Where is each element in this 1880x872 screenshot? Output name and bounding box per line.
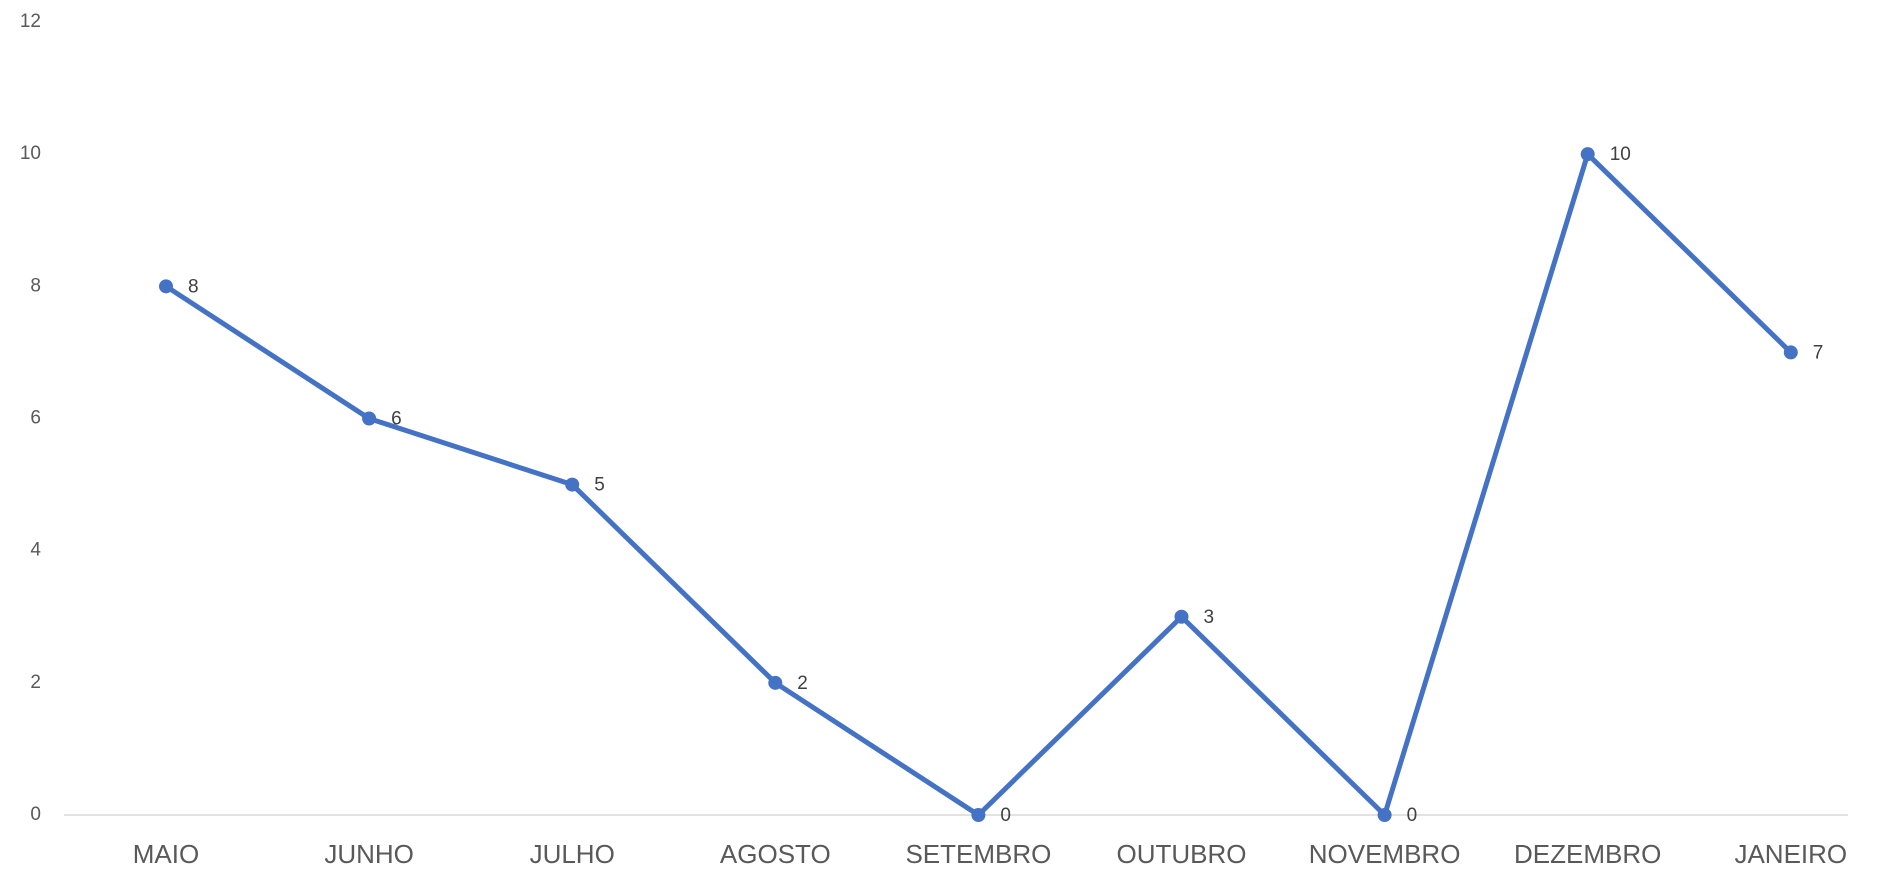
series-line <box>164 151 1793 818</box>
data-label: 5 <box>594 475 605 496</box>
y-tick-label: 2 <box>30 672 41 693</box>
x-tick-label: SETEMBRO <box>905 839 1051 869</box>
data-label: 0 <box>1000 805 1011 826</box>
data-point <box>159 279 173 294</box>
y-tick-label: 10 <box>20 143 41 164</box>
data-point <box>971 808 986 822</box>
data-point <box>1580 147 1595 162</box>
x-tick-label: JULHO <box>530 839 615 869</box>
x-tick-label: DEZEMBRO <box>1514 839 1661 869</box>
x-tick-label: MAIO <box>133 839 199 869</box>
data-point <box>1174 609 1189 624</box>
y-tick-label: 0 <box>30 804 41 825</box>
data-label: 7 <box>1813 342 1824 363</box>
data-point <box>1377 808 1392 822</box>
y-tick-label: 8 <box>30 275 41 296</box>
x-tick-label: JANEIRO <box>1734 839 1847 869</box>
data-point <box>1783 345 1798 360</box>
y-tick-label: 6 <box>30 408 41 429</box>
x-tick-label: JUNHO <box>324 839 414 869</box>
x-tick-label: OUTUBRO <box>1117 839 1247 869</box>
y-tick-label: 4 <box>30 540 41 561</box>
data-label: 3 <box>1204 607 1215 628</box>
x-tick-label: AGOSTO <box>720 839 831 869</box>
data-label: 2 <box>797 673 808 694</box>
y-tick-label: 12 <box>20 11 41 32</box>
data-point <box>768 675 783 690</box>
x-tick-label: NOVEMBRO <box>1309 839 1461 869</box>
data-label: 0 <box>1407 805 1418 826</box>
data-point <box>565 477 580 492</box>
data-label: 6 <box>391 409 402 430</box>
data-label: 8 <box>188 276 199 297</box>
data-label: 10 <box>1610 144 1631 165</box>
data-point <box>362 411 377 426</box>
